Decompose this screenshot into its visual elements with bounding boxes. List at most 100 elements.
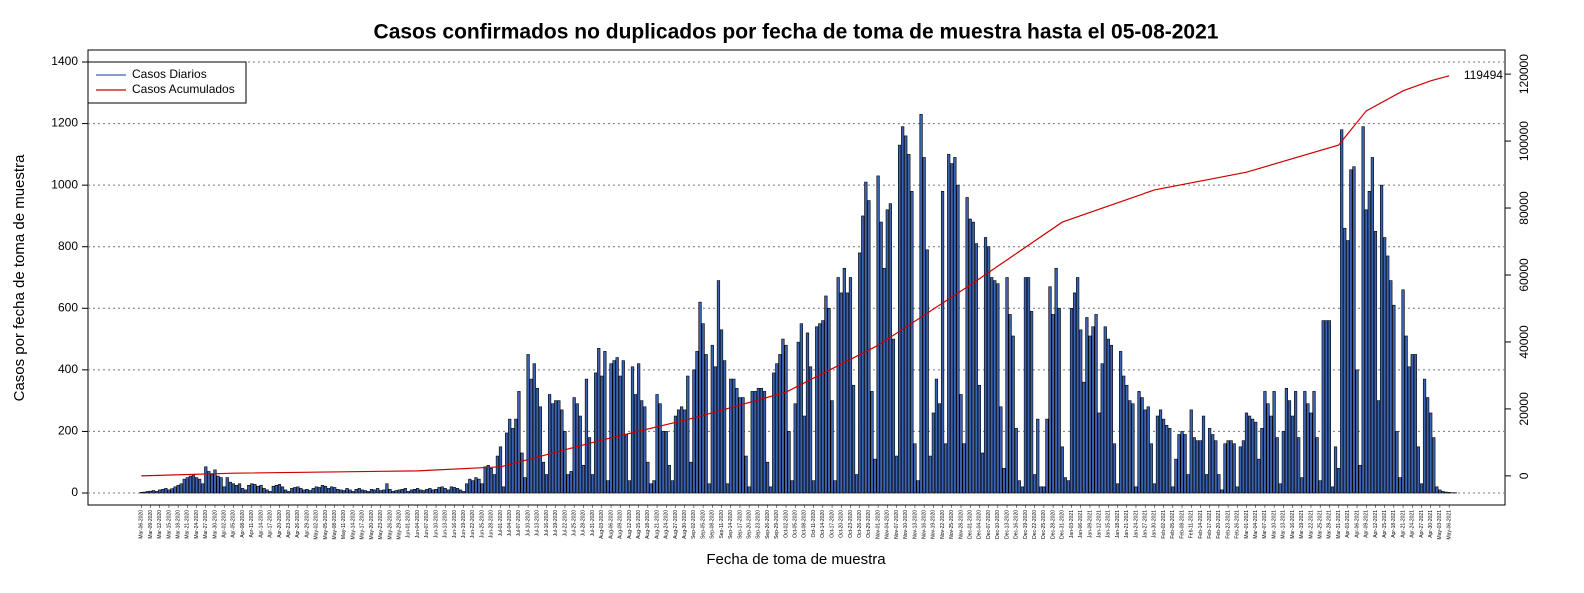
bar: [1186, 474, 1190, 494]
x-tick-label: Apr-18-2021: [1391, 510, 1397, 538]
bar: [188, 475, 193, 494]
bar: [827, 307, 831, 494]
bar: [891, 338, 896, 494]
x-tick-label: May-11-2020: [341, 510, 347, 539]
bar: [578, 415, 582, 494]
bar: [1229, 440, 1233, 494]
x-tick-label: Jan-06-2021: [1078, 510, 1084, 538]
bar: [1076, 277, 1080, 494]
x-tick-label: Jan-12-2021: [1096, 510, 1102, 538]
bar: [882, 267, 886, 494]
bar: [971, 221, 975, 494]
bar: [259, 484, 263, 494]
bar: [587, 437, 592, 494]
bar: [415, 488, 420, 494]
bar: [624, 434, 628, 494]
bar: [1257, 458, 1261, 494]
x-tick-label: Dec-16-2020: [1014, 510, 1020, 539]
bar: [538, 406, 542, 494]
x-tick-label: May-20-2020: [369, 510, 375, 540]
bar: [713, 366, 717, 494]
bar: [1392, 304, 1396, 494]
x-tick-label: Apr-29-2020: [304, 510, 310, 538]
x-tick-label: May-26-2020: [387, 510, 393, 540]
x-tick-label: Jul-16-2020: [544, 510, 550, 537]
bar: [1444, 491, 1448, 494]
bar: [769, 486, 773, 494]
x-tick-label: Oct-08-2020: [802, 510, 808, 538]
bar: [750, 391, 754, 494]
bar: [1376, 400, 1381, 494]
bar: [1008, 314, 1012, 494]
bar: [283, 489, 288, 494]
bar: [198, 478, 202, 494]
bar: [317, 487, 321, 494]
bar: [1109, 344, 1114, 494]
bar: [864, 181, 868, 494]
bar: [1119, 351, 1123, 494]
bar: [330, 486, 334, 494]
x-tick-label: Apr-06-2021: [1354, 510, 1360, 538]
bar: [520, 452, 524, 494]
bar: [148, 490, 153, 494]
x-tick-label: Jun-10-2020: [433, 510, 439, 538]
x-tick-label: Mar-30-2020: [212, 510, 218, 539]
x-tick-label: Nov-07-2020: [894, 510, 900, 539]
bar: [287, 491, 291, 494]
x-tick-label: Nov-22-2020: [940, 510, 946, 539]
bar: [268, 491, 272, 494]
bar: [1082, 381, 1086, 494]
bar: [366, 491, 371, 494]
bar: [1195, 440, 1199, 494]
x-tick-label: Jul-22-2020: [562, 510, 568, 537]
x-tick-label: Apr-14-2020: [258, 510, 264, 538]
bar: [928, 455, 932, 494]
x-tick-label: Feb-17-2021: [1207, 510, 1213, 539]
bar: [299, 488, 303, 494]
bar: [228, 481, 232, 494]
bar: [630, 366, 635, 494]
bar: [194, 477, 199, 494]
bar: [1079, 329, 1083, 494]
bar: [339, 489, 343, 494]
bar: [812, 480, 816, 494]
bar: [845, 292, 849, 494]
bar: [1254, 421, 1258, 494]
bar: [1297, 437, 1301, 494]
bar: [1278, 483, 1282, 494]
x-tick-label: May-14-2020: [350, 510, 356, 540]
bar: [1419, 483, 1424, 494]
bar: [1023, 277, 1028, 494]
bar: [1398, 477, 1402, 494]
bar: [480, 483, 484, 494]
x-tick-label: Dec-10-2020: [995, 510, 1001, 539]
bar: [1343, 227, 1347, 494]
bar: [557, 400, 561, 494]
bar: [689, 461, 693, 494]
bar: [1244, 412, 1249, 494]
x-tick-label: Jan-30-2021: [1152, 510, 1158, 538]
x-tick-label: Mar-22-2021: [1308, 510, 1314, 539]
x-tick-label: Feb-20-2021: [1216, 510, 1222, 539]
x-tick-label: Mar-01-2021: [1244, 510, 1250, 539]
bar: [1088, 335, 1092, 494]
x-tick-label: Apr-09-2021: [1364, 510, 1370, 538]
bar: [548, 394, 552, 494]
x-tick-label: Oct-17-2020: [829, 510, 835, 538]
x-tick-label: Feb-05-2021: [1170, 510, 1176, 539]
bar: [151, 490, 156, 494]
bar: [250, 483, 254, 494]
x-tick-label: Oct-02-2020: [783, 510, 789, 538]
bar: [753, 391, 757, 494]
bar: [1171, 486, 1175, 494]
bar: [385, 483, 389, 494]
bar: [314, 486, 318, 494]
bar: [471, 480, 475, 494]
x-tick-label: Apr-08-2020: [240, 510, 246, 538]
x-tick-label: Aug-15-2020: [636, 510, 642, 539]
bar: [379, 490, 383, 494]
bar: [1115, 483, 1120, 494]
bar: [1315, 437, 1319, 494]
bar: [486, 464, 490, 494]
bar: [861, 215, 865, 494]
